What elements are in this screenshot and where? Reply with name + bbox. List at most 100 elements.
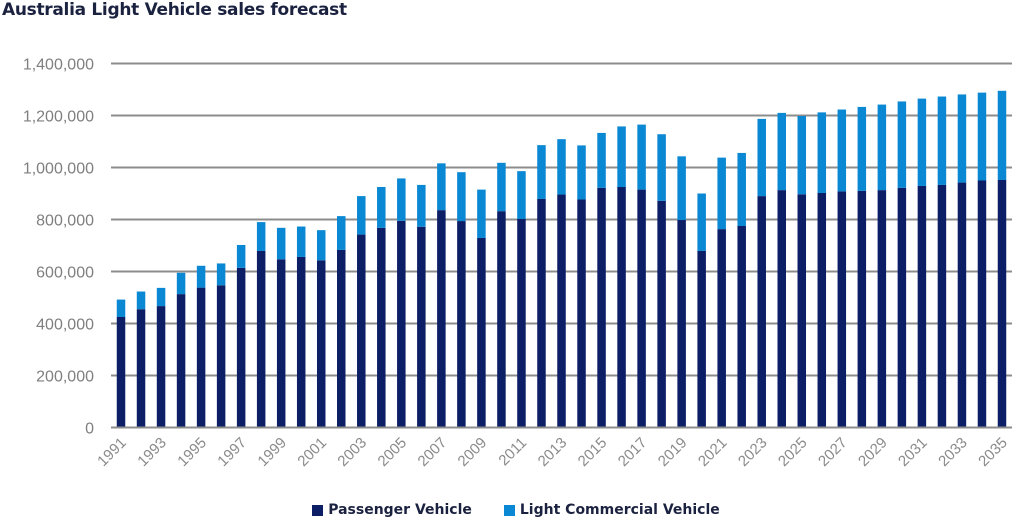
bar-passenger-vehicle-2003: [357, 234, 366, 428]
x-tick-label: 2001: [294, 434, 330, 470]
bar-light-commercial-vehicle-2012: [537, 145, 546, 199]
bar-light-commercial-vehicle-2001: [316, 230, 326, 261]
bar-passenger-vehicle-2027: [837, 191, 847, 428]
bar-light-commercial-vehicle-1991: [116, 299, 126, 317]
bar-passenger-vehicle-2015: [597, 187, 606, 428]
x-tick-label: 2011: [495, 434, 530, 469]
bar-light-commercial-vehicle-2029: [877, 104, 887, 191]
bar-passenger-vehicle-2016: [617, 187, 626, 428]
bar-passenger-vehicle-1999: [276, 259, 286, 428]
bar-passenger-vehicle-2006: [417, 226, 426, 428]
y-axis-ticks: 0 200,000 400,000 600,000 800,000 1,000,000 1,…: [23, 57, 94, 438]
x-tick-label: 2029: [855, 434, 891, 470]
bar-passenger-vehicle-1997: [236, 267, 246, 428]
x-tick-label: 2033: [935, 434, 971, 470]
bar-passenger-vehicle-2023: [757, 196, 766, 428]
bar-light-commercial-vehicle-1998: [256, 222, 266, 251]
bar-passenger-vehicle-2026: [817, 192, 827, 428]
legend-item-passenger-vehicle[interactable]: Passenger Vehicle: [312, 502, 472, 518]
bar-light-commercial-vehicle-2008: [457, 172, 466, 222]
legend-label: Light Commercial Vehicle: [519, 502, 720, 518]
bar-passenger-vehicle-2030: [897, 187, 907, 428]
bar-light-commercial-vehicle-2035: [997, 90, 1007, 180]
bar-light-commercial-vehicle-2031: [917, 98, 927, 186]
x-tick-label: 2013: [535, 434, 571, 470]
bar-light-commercial-vehicle-2016: [617, 126, 626, 187]
bar-light-commercial-vehicle-2018: [657, 134, 666, 201]
x-tick-label: 2005: [375, 434, 411, 470]
x-tick-label: 2027: [815, 434, 851, 470]
y-tick-label: 1,200,000: [23, 109, 94, 126]
x-tick-label: 2021: [695, 434, 731, 470]
bar-passenger-vehicle-2024: [777, 190, 786, 428]
bar-light-commercial-vehicle-1993: [156, 287, 166, 307]
bar-passenger-vehicle-2022: [737, 226, 746, 428]
bar-passenger-vehicle-2018: [657, 200, 666, 428]
bar-passenger-vehicle-2035: [997, 179, 1007, 428]
bar-light-commercial-vehicle-2026: [817, 112, 827, 193]
bar-passenger-vehicle-2008: [457, 221, 466, 428]
bar-light-commercial-vehicle-2013: [557, 139, 566, 195]
legend-label: Passenger Vehicle: [328, 502, 472, 518]
bar-passenger-vehicle-1993: [156, 306, 166, 428]
bar-light-commercial-vehicle-2006: [417, 184, 426, 227]
x-tick-label: 2009: [455, 434, 491, 470]
bar-passenger-vehicle-1995: [196, 287, 206, 428]
bar-light-commercial-vehicle-2015: [597, 132, 606, 188]
bar-passenger-vehicle-2028: [857, 190, 867, 428]
bar-passenger-vehicle-2009: [477, 237, 486, 428]
legend-swatch-light-commercial-vehicle: [503, 504, 515, 516]
bar-light-commercial-vehicle-2009: [477, 189, 486, 238]
bar-passenger-vehicle-2031: [917, 185, 927, 428]
bar-passenger-vehicle-2010: [497, 211, 506, 428]
y-tick-label: 200,000: [36, 369, 94, 386]
bar-passenger-vehicle-2020: [697, 250, 706, 428]
y-tick-label: 800,000: [36, 213, 94, 230]
bar-passenger-vehicle-2019: [677, 220, 686, 428]
bar-light-commercial-vehicle-2017: [637, 124, 646, 190]
legend-swatch-passenger-vehicle: [312, 504, 324, 516]
y-tick-label: 1,400,000: [23, 57, 94, 74]
bar-light-commercial-vehicle-2020: [697, 193, 706, 251]
bar-passenger-vehicle-1996: [216, 285, 226, 428]
bar-light-commercial-vehicle-1995: [196, 265, 206, 288]
bar-light-commercial-vehicle-2010: [497, 162, 506, 212]
bar-light-commercial-vehicle-2000: [296, 226, 306, 257]
bar-passenger-vehicle-2011: [517, 218, 526, 428]
bar-passenger-vehicle-2000: [296, 256, 306, 428]
bar-light-commercial-vehicle-2021: [717, 157, 726, 230]
bar-passenger-vehicle-2013: [557, 194, 566, 428]
bar-passenger-vehicle-2033: [957, 182, 967, 428]
bar-passenger-vehicle-1991: [116, 317, 126, 428]
bar-passenger-vehicle-2017: [637, 189, 646, 428]
x-tick-label: 2015: [575, 434, 611, 470]
bar-light-commercial-vehicle-2032: [937, 96, 947, 185]
bar-light-commercial-vehicle-2002: [337, 216, 346, 250]
bar-passenger-vehicle-2004: [377, 227, 386, 428]
x-tick-label: 1991: [94, 434, 130, 470]
x-tick-label: 2007: [415, 434, 451, 470]
bar-light-commercial-vehicle-1994: [176, 272, 186, 295]
bar-passenger-vehicle-2005: [397, 220, 406, 428]
bar-light-commercial-vehicle-2007: [437, 163, 446, 211]
bar-passenger-vehicle-1992: [136, 309, 146, 428]
bar-light-commercial-vehicle-2024: [777, 112, 786, 191]
x-tick-label: 1997: [214, 434, 250, 470]
bar-light-commercial-vehicle-2003: [357, 196, 366, 235]
bar-passenger-vehicle-2021: [717, 229, 726, 428]
bar-passenger-vehicle-2007: [437, 210, 446, 428]
bar-passenger-vehicle-2014: [577, 199, 586, 428]
bar-passenger-vehicle-2032: [937, 184, 947, 428]
x-tick-label: 2023: [735, 434, 771, 470]
bar-light-commercial-vehicle-1999: [276, 227, 286, 260]
bar-light-commercial-vehicle-1997: [236, 244, 246, 268]
chart-plot: 0 200,000 400,000 600,000 800,000 1,000,000 1,…: [23, 57, 1012, 470]
legend-item-light-commercial-vehicle[interactable]: Light Commercial Vehicle: [503, 502, 720, 518]
bar-passenger-vehicle-2029: [877, 190, 887, 428]
bar-light-commercial-vehicle-2030: [897, 101, 907, 188]
bar-light-commercial-vehicle-2034: [977, 92, 987, 181]
bar-light-commercial-vehicle-2022: [737, 152, 746, 226]
chart-title: Australia Light Vehicle sales forecast: [2, 0, 347, 20]
y-tick-label: 600,000: [36, 265, 94, 282]
bar-light-commercial-vehicle-2033: [957, 94, 967, 183]
